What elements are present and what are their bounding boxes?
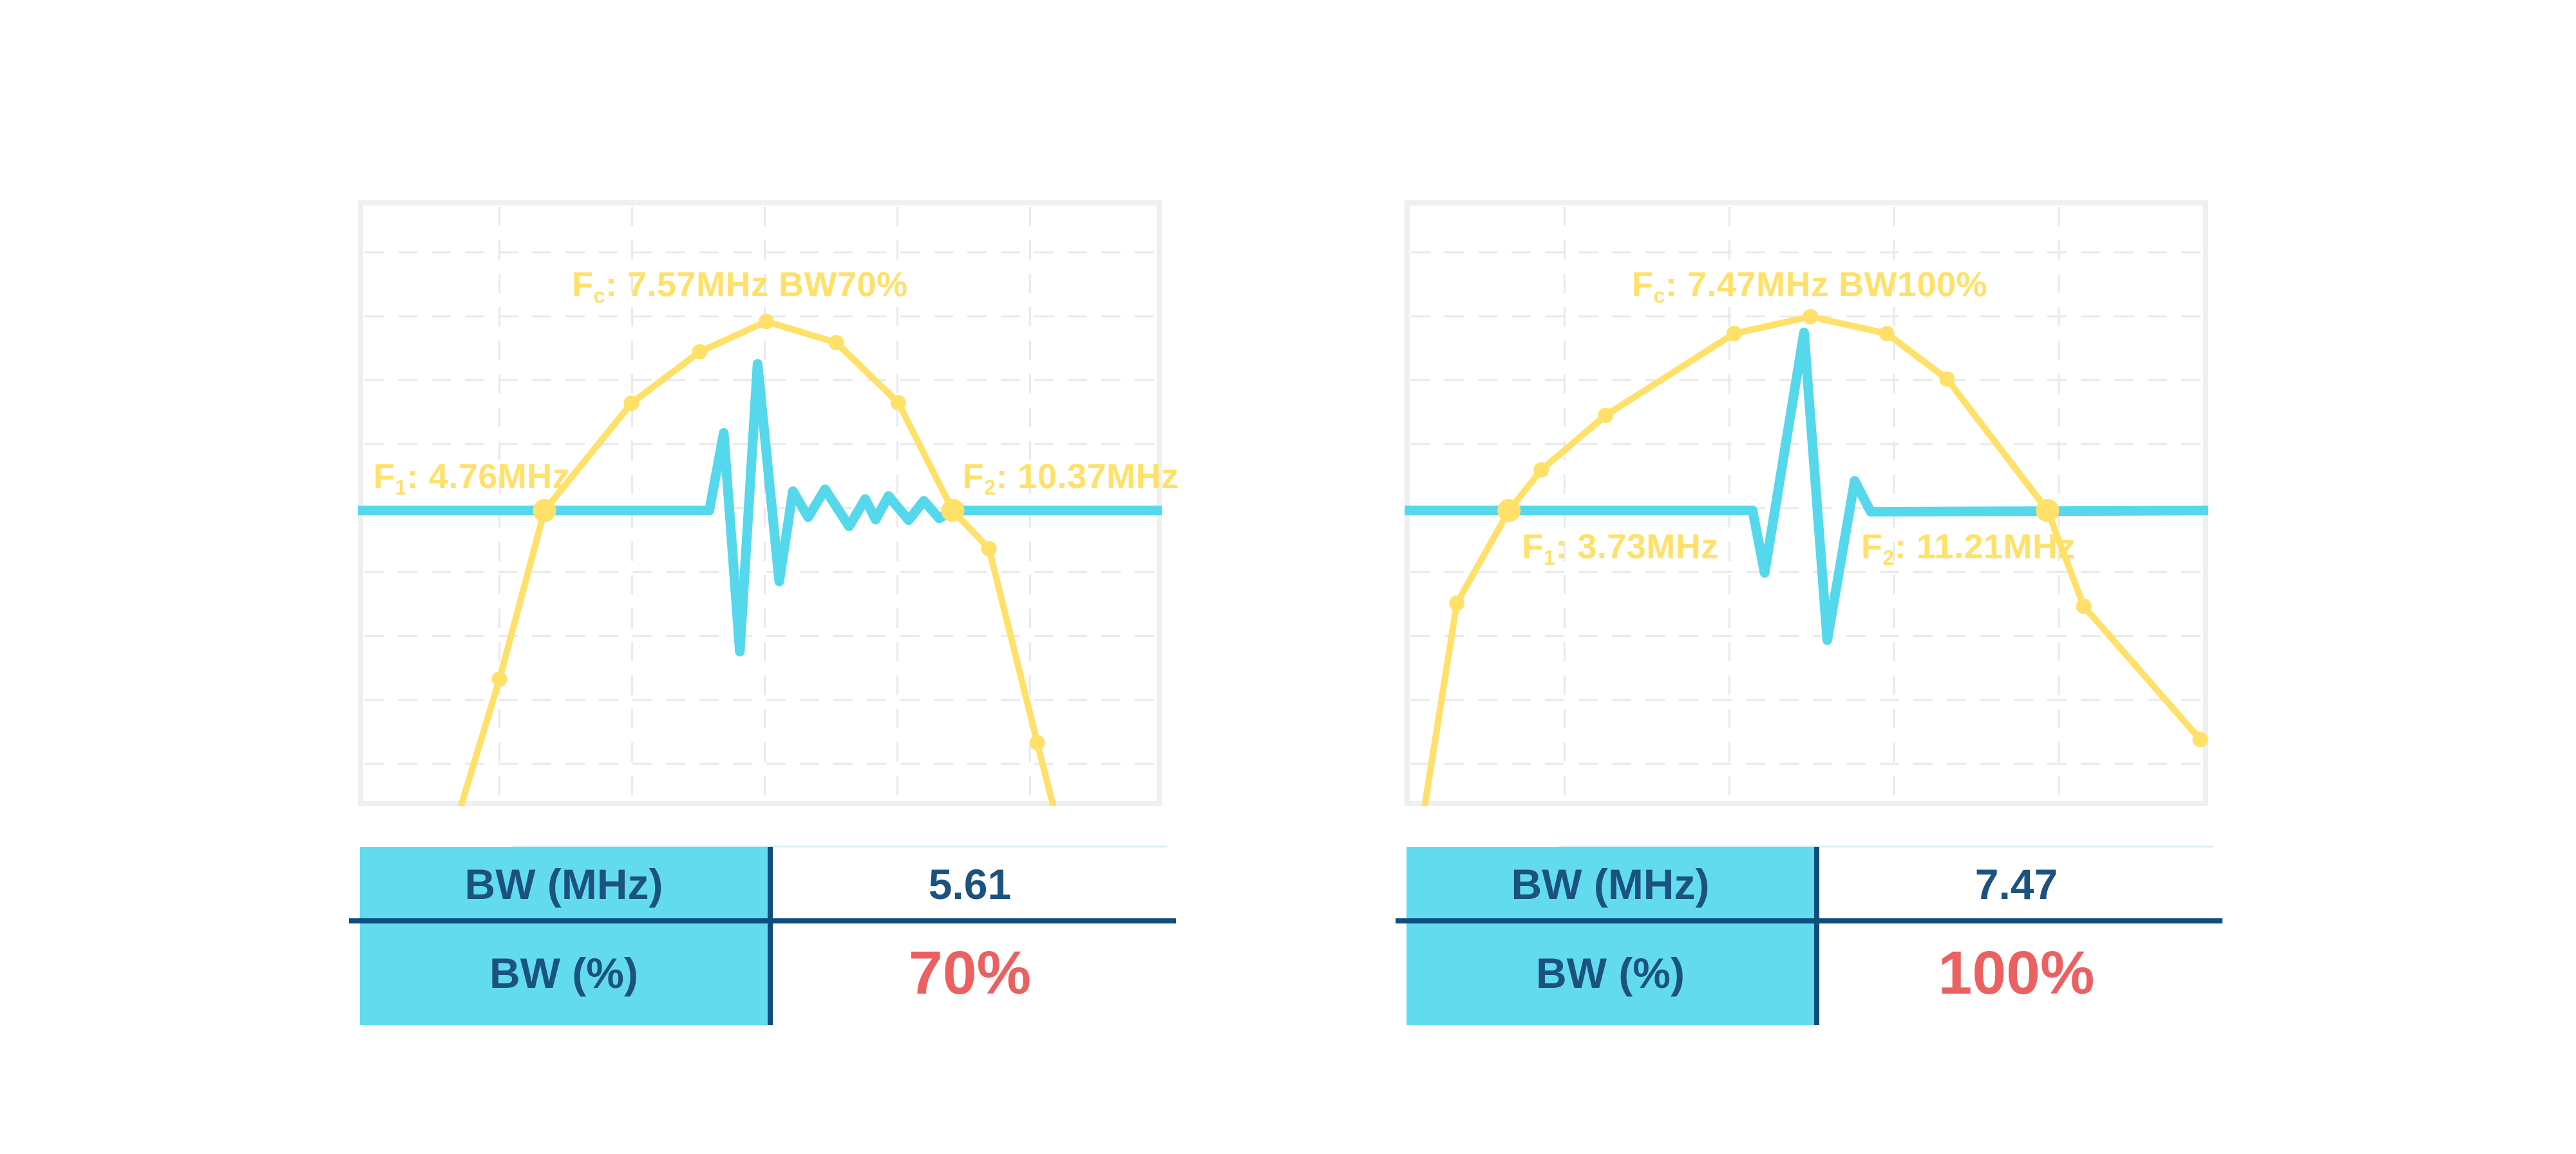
table-row-divider — [1396, 918, 2222, 923]
f1-value-text: : 3.73MHz — [1555, 527, 1719, 566]
table-column-divider — [768, 847, 773, 1025]
bw-pct-label-cell: BW (%) — [1406, 921, 1814, 1025]
bw-mhz-label-cell: BW (MHz) — [1406, 847, 1814, 921]
f2-subscript: 2 — [1882, 545, 1895, 569]
f1-symbol: F — [373, 457, 395, 496]
bw-mhz-value-cell: 5.61 — [928, 860, 1012, 908]
spectrum-pulse-plot-bw100 — [1405, 200, 2208, 806]
bw-pct-label-cell: BW (%) — [360, 921, 768, 1025]
table-top-line — [1559, 846, 2213, 847]
bw-pct-value-cell: 100% — [1938, 938, 2095, 1007]
chart-bw100: Fc: 7.47MHz BW100% F1: 3.73MHz F2: 11.21… — [1405, 200, 2208, 806]
table-column-divider — [1814, 847, 1819, 1025]
fc-annotation: Fc: 7.57MHz BW70% — [571, 264, 908, 307]
f2-symbol: F — [1861, 527, 1883, 566]
f2-value-text: : 11.21MHz — [1894, 527, 2076, 566]
chart-bw70: Fc: 7.57MHz BW70% F1: 4.76MHz F2: 10.37M… — [358, 200, 1179, 806]
bw-pct-value-cell: 70% — [908, 938, 1032, 1007]
panel-bw70: Fc: 7.57MHz BW70% F1: 4.76MHz F2: 10.37M… — [349, 200, 1179, 1025]
f2-subscript: 2 — [983, 475, 996, 499]
fc-symbol: F — [1631, 265, 1654, 304]
spectrum-pulse-plot-bw70 — [358, 200, 1162, 806]
f1-subscript: 1 — [395, 475, 407, 499]
bw-table-bw70: BW (MHz) 5.61 BW (%) 70% — [349, 846, 1176, 1025]
fc-annotation: Fc: 7.47MHz BW100% — [1631, 264, 1988, 307]
f2-annotation: F2: 10.37MHz — [962, 456, 1179, 499]
fc-symbol: F — [571, 265, 594, 304]
fc-value-text: : 7.47MHz BW100% — [1665, 265, 1988, 304]
f1-symbol: F — [1522, 527, 1544, 566]
f1-value-text: : 4.76MHz — [406, 457, 571, 496]
f2-symbol: F — [962, 457, 984, 496]
f2-value-text: : 10.37MHz — [996, 457, 1179, 496]
table-row-divider — [349, 918, 1176, 923]
fc-subscript: c — [1653, 283, 1665, 307]
f1-annotation: F1: 3.73MHz — [1522, 526, 1719, 569]
table-top-line — [513, 846, 1167, 847]
fc-value-text: : 7.57MHz BW70% — [605, 265, 908, 304]
fc-subscript: c — [593, 283, 605, 307]
bw-table-bw100: BW (MHz) 7.47 BW (%) 100% — [1396, 846, 2222, 1025]
bw-mhz-label-cell: BW (MHz) — [360, 847, 768, 921]
f1-subscript: 1 — [1543, 545, 1556, 569]
f2-annotation: F2: 11.21MHz — [1861, 526, 2076, 569]
bw-mhz-value-cell: 7.47 — [1975, 860, 2058, 908]
f1-annotation: F1: 4.76MHz — [373, 456, 571, 499]
panel-bw100: Fc: 7.47MHz BW100% F1: 3.73MHz F2: 11.21… — [1396, 200, 2222, 1025]
